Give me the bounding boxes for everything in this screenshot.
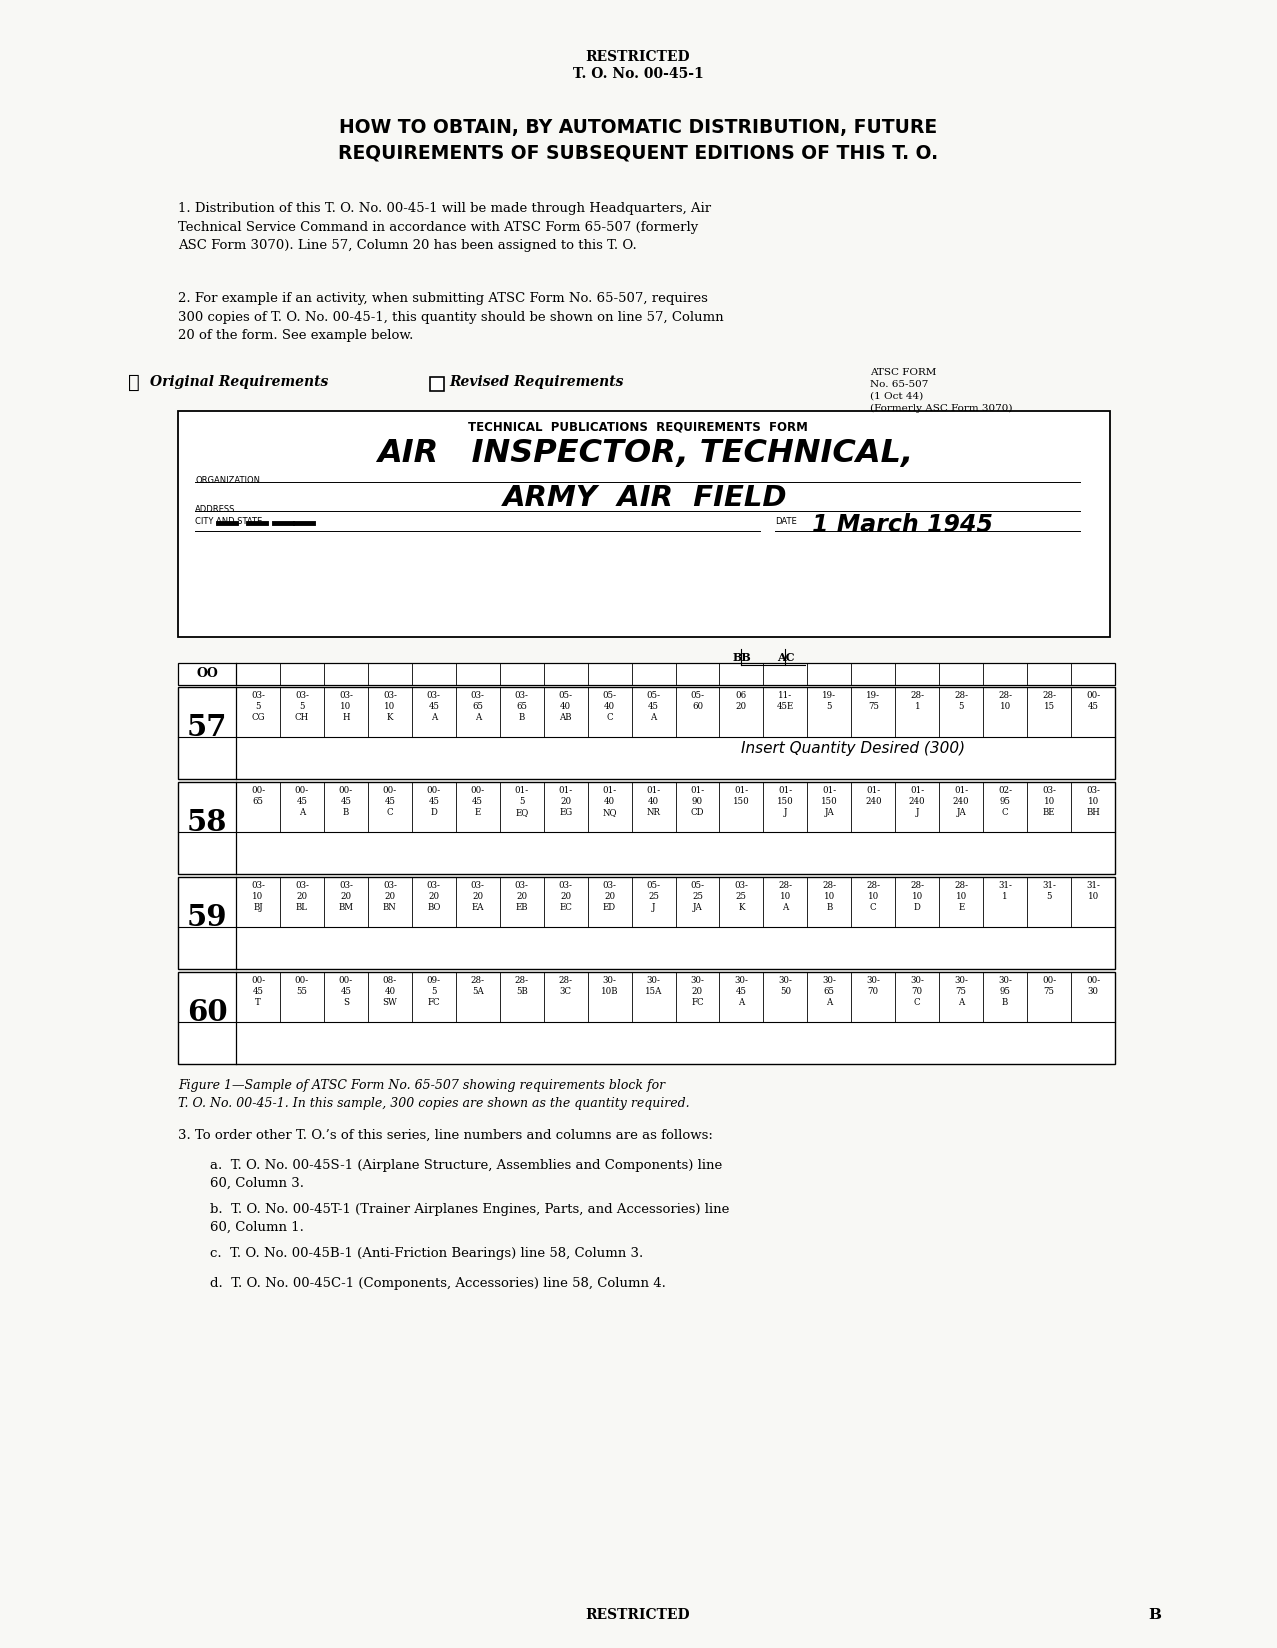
Text: b.  T. O. No. 00-45T-1 (Trainer Airplanes Engines, Parts, and Accessories) line
: b. T. O. No. 00-45T-1 (Trainer Airplanes… [209,1203,729,1233]
Text: AIR   INSPECTOR, TECHNICAL,: AIR INSPECTOR, TECHNICAL, [377,438,913,468]
Text: 05-
60: 05- 60 [691,691,705,710]
Text: 05-
25
J: 05- 25 J [646,880,660,911]
Text: Revised Requirements: Revised Requirements [450,374,623,389]
Text: CITY AND STATE: CITY AND STATE [195,517,262,526]
Text: 03-
20
BN: 03- 20 BN [383,880,397,911]
Text: 00-
65: 00- 65 [250,786,266,806]
Text: 28-
3C: 28- 3C [558,976,572,995]
Text: 03-
45
A: 03- 45 A [427,691,441,722]
Text: 28-
10: 28- 10 [999,691,1013,710]
Text: TECHNICAL  PUBLICATIONS  REQUIREMENTS  FORM: TECHNICAL PUBLICATIONS REQUIREMENTS FORM [469,420,808,433]
Text: 03-
5
CH: 03- 5 CH [295,691,309,722]
Text: 06
20: 06 20 [736,691,747,710]
Text: Insert Quantity Desired (300): Insert Quantity Desired (300) [742,740,965,755]
Text: 00-
30: 00- 30 [1085,976,1099,995]
Text: 28-
10
B: 28- 10 B [822,880,836,911]
Text: 01-
40
NR: 01- 40 NR [646,786,660,817]
Text: 28-
5A: 28- 5A [471,976,485,995]
Text: 03-
10
K: 03- 10 K [383,691,397,722]
Text: a.  T. O. No. 00-45S-1 (Airplane Structure, Assemblies and Components) line
60, : a. T. O. No. 00-45S-1 (Airplane Structur… [209,1159,723,1190]
Text: 30-
75
A: 30- 75 A [954,976,968,1007]
Text: B: B [1148,1607,1162,1622]
Text: 00-
45: 00- 45 [1085,691,1099,710]
Bar [430,377,444,392]
Text: 05-
40
AB: 05- 40 AB [558,691,572,722]
Text: 05-
40
C: 05- 40 C [603,691,617,722]
Text: ORGANIZATION: ORGANIZATION [195,476,261,485]
Bar [178,972,1115,1065]
Text: 58: 58 [186,808,227,837]
Text: 30-
45
A: 30- 45 A [734,976,748,1007]
Text: OO: OO [197,666,218,679]
Text: 60: 60 [186,999,227,1027]
Text: 1 March 1945: 1 March 1945 [812,513,994,537]
Text: 28-
10
A: 28- 10 A [779,880,792,911]
Text: 03-
10
BH: 03- 10 BH [1085,786,1099,817]
Text: 05-
25
JA: 05- 25 JA [691,880,705,911]
Text: 59: 59 [186,903,227,931]
Text: DATE: DATE [775,517,797,526]
Text: 30-
70
C: 30- 70 C [911,976,925,1007]
Text: ☒: ☒ [128,374,139,392]
Text: 03-
25
K: 03- 25 K [734,880,748,911]
Text: 03-
20
EC: 03- 20 EC [559,880,572,911]
Text: 03-
65
B: 03- 65 B [515,691,529,722]
Text: 30-
50: 30- 50 [779,976,792,995]
Text: 28-
10
D: 28- 10 D [911,880,925,911]
Text: 28-
10
C: 28- 10 C [866,880,880,911]
Text: 30-
95
B: 30- 95 B [999,976,1013,1007]
Text: 28-
10
E: 28- 10 E [954,880,968,911]
Text: 00-
45
D: 00- 45 D [427,786,441,817]
Text: 01-
240
J: 01- 240 J [909,786,926,817]
Bar [178,877,1115,969]
Text: 31-
10: 31- 10 [1085,880,1099,900]
Text: 3. To order other T. O.’s of this series, line numbers and columns are as follow: 3. To order other T. O.’s of this series… [178,1129,713,1142]
Text: 03-
20
BM: 03- 20 BM [338,880,354,911]
Text: 30-
65
A: 30- 65 A [822,976,836,1007]
Text: 28-
15: 28- 15 [1042,691,1056,710]
Text: Figure 1—Sample of ATSC Form No. 65-507 showing requirements block for
T. O. No.: Figure 1—Sample of ATSC Form No. 65-507 … [178,1078,690,1109]
Text: RESTRICTED: RESTRICTED [586,1607,691,1622]
Text: 08-
40
SW: 08- 40 SW [382,976,397,1007]
Text: ARMY  AIR  FIELD: ARMY AIR FIELD [503,485,787,511]
Text: ADDRESS: ADDRESS [195,504,235,514]
Text: 30-
15A: 30- 15A [645,976,663,995]
Text: Original Requirements: Original Requirements [149,374,328,389]
Text: 57: 57 [186,714,227,742]
Bar [178,687,1115,780]
Text: 01-
150
J: 01- 150 J [776,786,794,817]
Text: 02-
95
C: 02- 95 C [999,786,1013,817]
Text: 01-
240: 01- 240 [865,786,881,806]
Text: 00-
45
T: 00- 45 T [250,976,266,1007]
Text: 03-
5
CG: 03- 5 CG [252,691,264,722]
Text: 00-
45
B: 00- 45 B [338,786,352,817]
Bar [178,664,1115,686]
Text: 01-
20
EG: 01- 20 EG [558,786,572,817]
Text: 09-
5
FC: 09- 5 FC [427,976,441,1007]
Text: 28-
5: 28- 5 [954,691,968,710]
Text: ATSC FORM
No. 65-507
(1 Oct 44)
(Formerly ASC Form 3070): ATSC FORM No. 65-507 (1 Oct 44) (Formerl… [870,368,1013,412]
Text: 01-
90
CD: 01- 90 CD [691,786,705,817]
Text: 00-
45
A: 00- 45 A [295,786,309,817]
Text: 01-
5
EQ: 01- 5 EQ [515,786,529,817]
Text: 03-
20
EB: 03- 20 EB [515,880,529,911]
Text: 00-
75: 00- 75 [1042,976,1056,995]
Text: 03-
20
BO: 03- 20 BO [427,880,441,911]
Text: 1. Distribution of this T. O. No. 00-45-1 will be made through Headquarters, Air: 1. Distribution of this T. O. No. 00-45-… [178,201,711,252]
Bar [178,412,1110,638]
Text: RESTRICTED: RESTRICTED [586,49,691,64]
Text: 03-
10
H: 03- 10 H [338,691,352,722]
Text: 2. For example if an activity, when submitting ATSC Form No. 65-507, requires
30: 2. For example if an activity, when subm… [178,292,724,341]
Text: 28-
5B: 28- 5B [515,976,529,995]
Text: 00-
45
E: 00- 45 E [471,786,485,817]
Text: 31-
1: 31- 1 [999,880,1013,900]
Text: 03-
20
ED: 03- 20 ED [603,880,617,911]
Text: 19-
5: 19- 5 [822,691,836,710]
Text: 03-
20
EA: 03- 20 EA [471,880,485,911]
Text: 30-
20
FC: 30- 20 FC [691,976,705,1007]
Text: 01-
240
JA: 01- 240 JA [953,786,969,817]
Text: HOW TO OBTAIN, BY AUTOMATIC DISTRIBUTION, FUTURE
REQUIREMENTS OF SUBSEQUENT EDIT: HOW TO OBTAIN, BY AUTOMATIC DISTRIBUTION… [338,119,939,163]
Text: 00-
55: 00- 55 [295,976,309,995]
Text: c.  T. O. No. 00-45B-1 (Anti-Friction Bearings) line 58, Column 3.: c. T. O. No. 00-45B-1 (Anti-Friction Bea… [209,1246,644,1259]
Text: 01-
150: 01- 150 [733,786,750,806]
